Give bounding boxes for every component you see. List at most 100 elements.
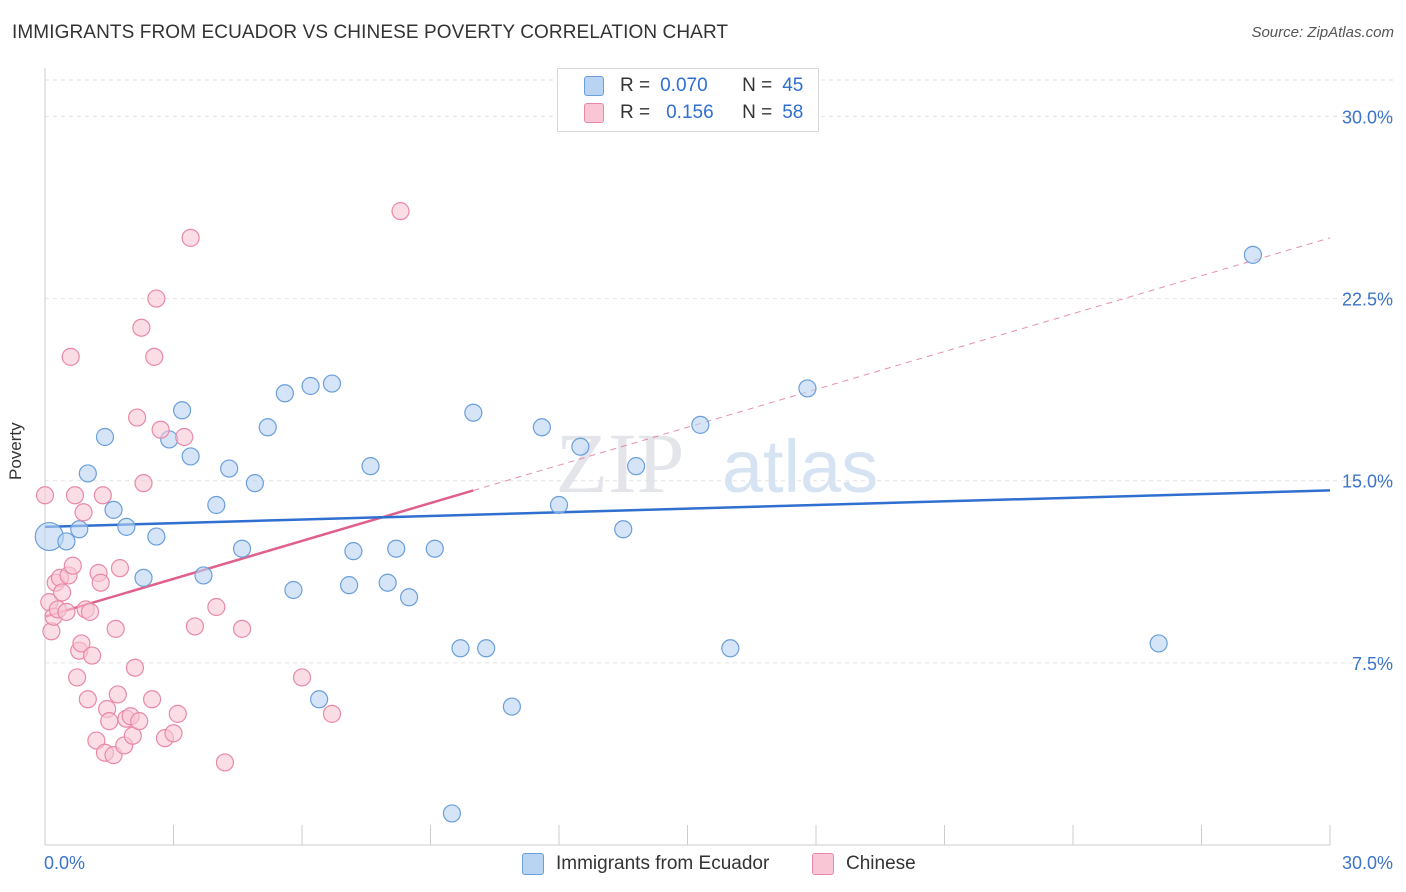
point-ecuador <box>232 539 252 558</box>
point-chinese <box>91 573 110 592</box>
point-chinese <box>93 486 112 505</box>
point-chinese <box>130 712 149 731</box>
point-ecuador <box>451 639 470 658</box>
y-tick-label: 22.5% <box>1342 290 1393 310</box>
n-value-chinese: 58 <box>782 102 804 123</box>
point-chinese <box>145 347 164 366</box>
point-ecuador <box>626 457 646 476</box>
legend-swatch-blue <box>584 76 604 96</box>
point-ecuador <box>220 459 239 478</box>
point-chinese <box>322 704 342 723</box>
point-ecuador <box>477 639 496 658</box>
legend-swatch-pink <box>584 103 604 123</box>
legend-row-chinese: R = 0.156 N = 58 <box>584 101 803 125</box>
point-ecuador <box>134 568 153 587</box>
point-chinese <box>65 486 85 505</box>
point-chinese <box>142 690 162 709</box>
n-label: N = <box>742 102 773 123</box>
point-ecuador <box>340 576 359 595</box>
point-ecuador <box>378 573 397 592</box>
point-chinese <box>185 617 205 636</box>
legend-swatch-pink <box>812 853 834 875</box>
point-ecuador <box>310 690 329 709</box>
point-chinese <box>83 646 102 665</box>
point-chinese <box>80 602 100 621</box>
legend-row-ecuador: R = 0.070 N = 45 <box>584 74 803 98</box>
legend-swatch-blue <box>522 853 544 875</box>
trend-line-chinese <box>44 489 474 618</box>
y-tick-label: 15.0% <box>1342 472 1393 492</box>
point-chinese <box>181 228 200 247</box>
legend-label-chinese: Chinese <box>846 853 916 874</box>
point-ecuador <box>117 517 136 536</box>
point-chinese <box>110 559 130 578</box>
point-chinese <box>72 634 91 653</box>
trend-line-chinese-dashed <box>473 237 1331 491</box>
point-chinese <box>100 712 119 731</box>
point-chinese <box>125 658 145 677</box>
point-chinese <box>134 474 153 493</box>
x-tick-label-min: 0.0% <box>44 853 85 873</box>
point-ecuador <box>532 418 551 437</box>
legend-item-chinese[interactable]: Chinese <box>812 851 916 877</box>
point-ecuador <box>245 474 264 493</box>
y-tick-label: 7.5% <box>1352 654 1393 674</box>
point-ecuador <box>147 527 166 546</box>
point-chinese <box>63 556 82 575</box>
point-chinese <box>132 318 151 337</box>
point-ecuador <box>502 697 521 716</box>
trend-lines <box>44 237 1331 618</box>
point-ecuador <box>425 539 444 558</box>
point-chinese <box>147 289 166 308</box>
point-chinese <box>108 685 127 704</box>
point-ecuador <box>78 464 97 483</box>
point-chinese <box>164 724 183 743</box>
y-tick-label: 30.0% <box>1342 107 1393 127</box>
point-chinese <box>35 486 55 505</box>
point-chinese <box>151 420 170 439</box>
point-ecuador <box>798 379 817 398</box>
axes <box>44 68 1331 846</box>
r-value-chinese: 0.156 <box>666 102 714 123</box>
point-ecuador <box>721 639 740 658</box>
point-ecuador <box>322 374 342 393</box>
x-tick-label-max: 30.0% <box>1342 853 1393 873</box>
point-ecuador <box>275 384 294 403</box>
point-ecuador <box>691 415 710 434</box>
point-chinese <box>391 202 410 221</box>
n-value-ecuador: 45 <box>782 75 804 96</box>
point-ecuador <box>1243 245 1263 264</box>
point-ecuador <box>571 437 590 456</box>
point-ecuador <box>172 401 192 420</box>
legend-label-ecuador: Immigrants from Ecuador <box>556 853 770 874</box>
tick-labels: 7.5% 15.0% 22.5% 30.0% 0.0% 30.0% <box>44 107 1393 873</box>
point-ecuador <box>95 427 115 447</box>
point-ecuador <box>344 542 363 561</box>
source-label: Source: ZipAtlas.com <box>1251 24 1394 41</box>
watermark: ZIP atlas <box>556 415 879 511</box>
legend-item-ecuador[interactable]: Immigrants from Ecuador <box>522 851 769 877</box>
point-ecuador <box>284 580 303 600</box>
point-ecuador <box>181 447 200 466</box>
point-ecuador <box>104 500 123 519</box>
point-ecuador <box>442 804 462 823</box>
point-ecuador <box>258 418 277 437</box>
point-ecuador <box>614 520 633 539</box>
point-ecuador <box>207 495 226 515</box>
point-chinese <box>175 427 194 447</box>
point-chinese <box>57 602 76 621</box>
y-axis-label: Poverty <box>6 422 25 480</box>
watermark-zip: ZIP <box>556 415 685 511</box>
n-label: N = <box>742 75 773 96</box>
point-ecuador <box>301 376 320 396</box>
point-ecuador <box>464 403 483 422</box>
point-chinese <box>232 619 252 638</box>
r-value-ecuador: 0.070 <box>660 75 708 96</box>
point-chinese <box>74 503 93 522</box>
point-chinese <box>168 704 187 723</box>
point-chinese <box>106 619 125 638</box>
point-ecuador <box>70 520 89 539</box>
point-ecuador <box>387 539 406 558</box>
point-ecuador <box>399 588 419 607</box>
